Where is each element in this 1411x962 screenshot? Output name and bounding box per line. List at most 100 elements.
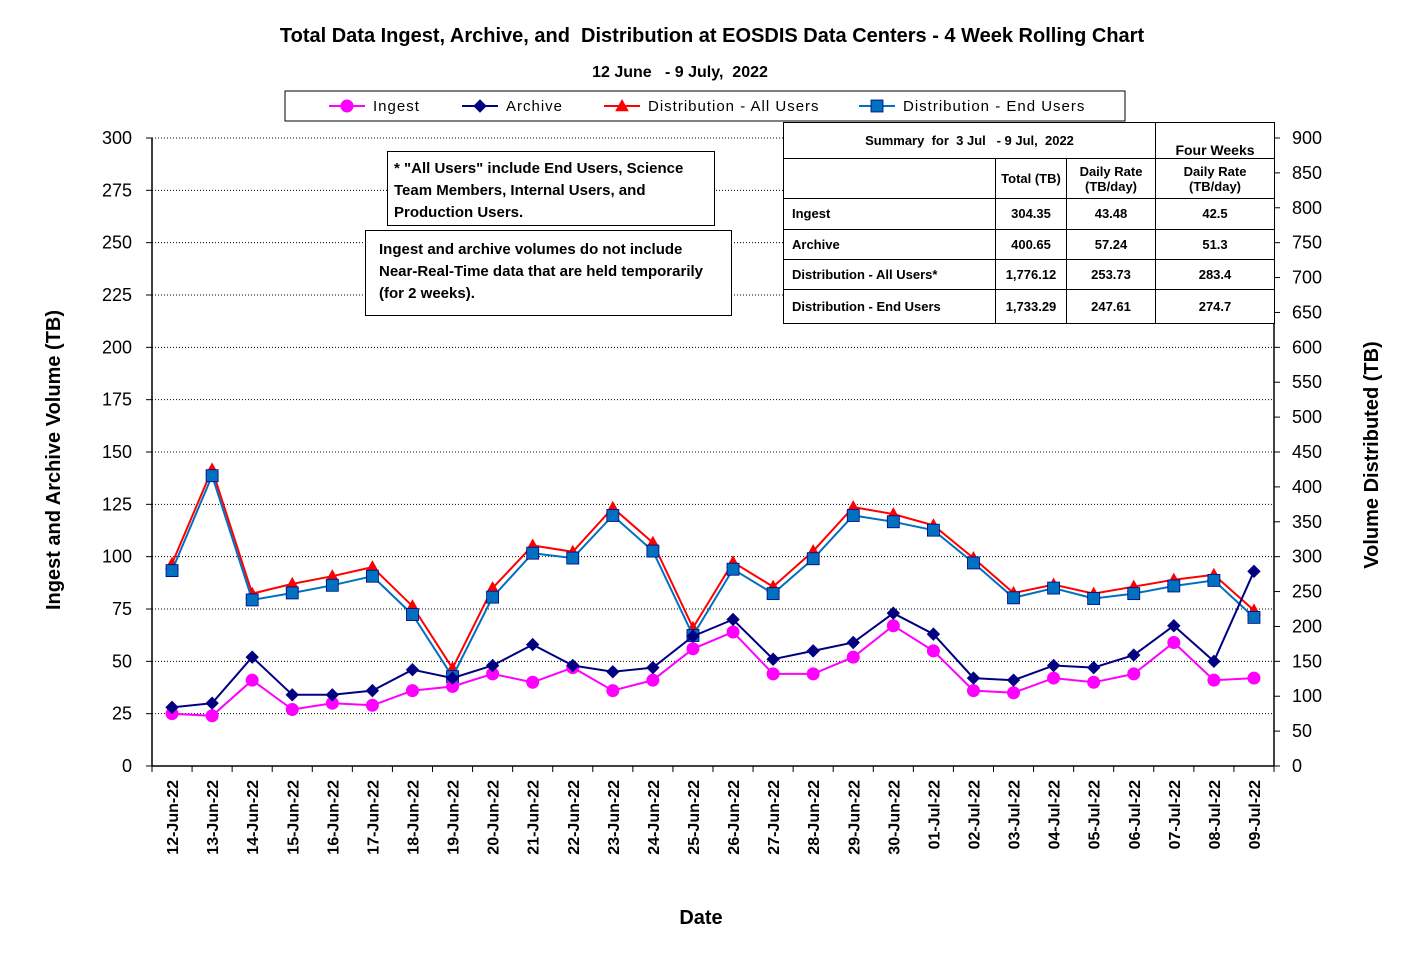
y-tick-label: 50 (112, 651, 132, 671)
y-tick-label: 250 (102, 233, 132, 253)
x-tick-label: 14-Jun-22 (245, 780, 262, 855)
data-point-distribution-end-users (886, 515, 900, 529)
data-point-archive (205, 696, 219, 710)
y2-tick-label: 50 (1292, 721, 1312, 741)
data-point-distribution-end-users (646, 544, 660, 558)
series-layer (165, 462, 1261, 723)
y-tick-label: 200 (102, 337, 132, 357)
y2-tick-label: 850 (1292, 163, 1322, 183)
x-tick-label: 05-Jul-22 (1087, 780, 1104, 849)
y2-tick-label: 100 (1292, 686, 1322, 706)
all-users-note: * "All Users" include End Users, Science… (387, 151, 715, 226)
x-tick-label: 04-Jul-22 (1047, 780, 1064, 849)
y2-tick-label: 550 (1292, 372, 1322, 392)
data-point-distribution-end-users (926, 523, 940, 537)
y2-tick-label: 150 (1292, 651, 1322, 671)
data-point-distribution-end-users (766, 587, 780, 601)
series-distribution-end-users (165, 469, 1261, 684)
series-ingest (165, 619, 1261, 723)
right-axis: 0 50 100 150 200 250 300 350 400 450 500 550 600 650 7… (1274, 128, 1322, 776)
x-tick-label: 06-Jul-22 (1127, 780, 1144, 849)
legend-marker-archive (473, 99, 487, 113)
data-point-ingest (526, 675, 540, 689)
data-point-archive (646, 660, 660, 675)
x-tick-label: 21-Jun-22 (526, 780, 543, 855)
data-point-ingest (205, 709, 219, 723)
data-point-ingest (806, 667, 820, 681)
data-point-ingest (686, 642, 700, 656)
row-label: Ingest (783, 198, 996, 230)
legend-label-distribution-all-users: Distribution - All Users (648, 98, 820, 115)
x-tick-label: 09-Jul-22 (1247, 780, 1264, 849)
data-point-distribution-end-users (606, 509, 620, 522)
data-point-archive (365, 683, 380, 698)
y-tick-label: 300 (102, 128, 132, 148)
row-four-week: 42.5 (1155, 198, 1275, 230)
data-point-archive (405, 662, 420, 677)
row-label: Distribution - End Users (783, 288, 996, 325)
x-tick-label: 27-Jun-22 (766, 780, 783, 855)
y2-tick-label: 650 (1292, 302, 1322, 322)
chart-title: Total Data Ingest, Archive, and Distribu… (280, 25, 1145, 47)
data-point-archive (726, 612, 740, 627)
data-point-distribution-end-users (806, 552, 820, 566)
x-tick-label: 22-Jun-22 (566, 780, 583, 855)
data-point-archive (1086, 660, 1101, 675)
y2-tick-label: 200 (1292, 616, 1322, 636)
data-point-archive (1127, 648, 1141, 662)
legend-marker-distribution-all-users (615, 98, 629, 112)
legend-label-distribution-end-users: Distribution - End Users (903, 98, 1085, 115)
x-tick-label: 08-Jul-22 (1207, 780, 1224, 849)
y-tick-label: 125 (102, 494, 132, 514)
y2-axis-label: Volume Distributed (TB) (1361, 341, 1383, 568)
x-tick-label: 30-Jun-22 (886, 780, 903, 855)
row-total: 304.35 (995, 198, 1067, 230)
row-total: 1,776.12 (995, 258, 1067, 290)
daily-rate-header: Daily Rate (TB/day) (1066, 158, 1156, 200)
y2-tick-label: 900 (1292, 128, 1322, 148)
data-point-ingest (646, 673, 660, 687)
data-point-ingest (405, 684, 419, 698)
data-point-ingest (606, 684, 620, 698)
row-total: 400.65 (995, 228, 1067, 260)
data-point-distribution-end-users (406, 608, 419, 621)
data-point-ingest (726, 625, 740, 639)
data-point-ingest (1167, 635, 1181, 649)
y2-tick-label: 500 (1292, 407, 1322, 427)
data-point-distribution-end-users (1087, 592, 1101, 605)
data-point-ingest (966, 684, 980, 698)
y-tick-label: 150 (102, 442, 132, 462)
data-point-distribution-end-users (846, 509, 860, 522)
y-tick-label: 100 (102, 547, 132, 567)
y2-tick-label: 0 (1292, 756, 1302, 776)
data-point-distribution-end-users (1047, 581, 1061, 595)
row-four-week: 51.3 (1155, 228, 1275, 260)
data-point-archive (566, 658, 580, 673)
data-point-ingest (846, 650, 860, 664)
row-four-week: 274.7 (1155, 288, 1275, 325)
row-daily: 57.24 (1066, 228, 1156, 260)
x-tick-label: 17-Jun-22 (365, 780, 382, 855)
summary-title: Summary for 3 Jul - 9 Jul, 2022 (783, 121, 1156, 160)
y-tick-label: 75 (112, 599, 132, 619)
data-point-archive (766, 652, 780, 666)
data-point-distribution-end-users (526, 546, 540, 560)
row-label: Distribution - All Users* (783, 258, 996, 290)
x-tick-label: 07-Jul-22 (1167, 780, 1184, 849)
y-axis-label: Ingest and Archive Volume (TB) (43, 310, 65, 610)
series-line-distribution-all-users (171, 466, 1255, 671)
y-tick-label: 0 (122, 756, 132, 776)
data-point-distribution-end-users (205, 469, 219, 483)
x-tick-label: 02-Jul-22 (966, 780, 983, 849)
x-tick-label: 15-Jun-22 (285, 780, 302, 855)
y2-tick-label: 350 (1292, 512, 1322, 532)
data-point-archive (285, 688, 299, 702)
total-header: Total (TB) (995, 158, 1067, 200)
data-point-archive (606, 665, 620, 679)
x-tick-label: 25-Jun-22 (686, 780, 703, 855)
series-line-distribution-end-users (171, 472, 1255, 679)
data-point-ingest (1087, 675, 1101, 689)
data-point-distribution-end-users (726, 562, 740, 576)
data-point-archive (1006, 673, 1021, 687)
data-point-distribution-end-users (285, 586, 299, 600)
